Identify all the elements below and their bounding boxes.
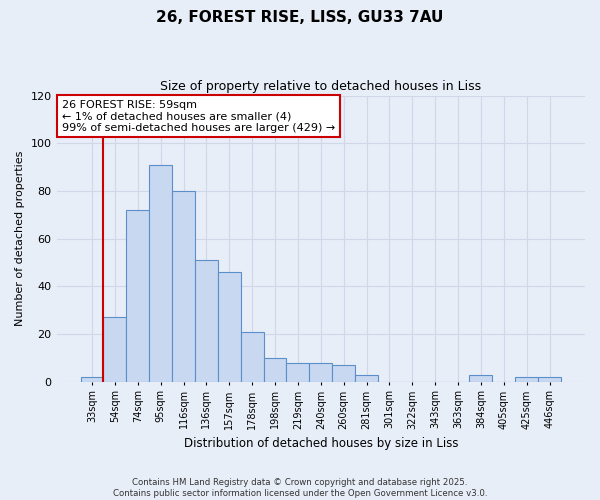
Bar xyxy=(515,377,538,382)
Bar xyxy=(195,260,218,382)
Bar xyxy=(241,332,263,382)
Text: Contains HM Land Registry data © Crown copyright and database right 2025.
Contai: Contains HM Land Registry data © Crown c… xyxy=(113,478,487,498)
Bar xyxy=(103,318,127,382)
Bar xyxy=(127,210,149,382)
Bar xyxy=(218,272,241,382)
Bar xyxy=(149,164,172,382)
Text: 26 FOREST RISE: 59sqm
← 1% of detached houses are smaller (4)
99% of semi-detach: 26 FOREST RISE: 59sqm ← 1% of detached h… xyxy=(62,100,335,133)
Bar xyxy=(310,362,332,382)
Bar xyxy=(80,377,103,382)
Title: Size of property relative to detached houses in Liss: Size of property relative to detached ho… xyxy=(160,80,481,93)
Bar xyxy=(538,377,561,382)
Text: 26, FOREST RISE, LISS, GU33 7AU: 26, FOREST RISE, LISS, GU33 7AU xyxy=(157,10,443,25)
Bar xyxy=(332,365,355,382)
Bar xyxy=(286,362,310,382)
Bar xyxy=(469,374,493,382)
Bar xyxy=(355,374,378,382)
X-axis label: Distribution of detached houses by size in Liss: Distribution of detached houses by size … xyxy=(184,437,458,450)
Bar xyxy=(263,358,286,382)
Y-axis label: Number of detached properties: Number of detached properties xyxy=(15,151,25,326)
Bar xyxy=(172,191,195,382)
